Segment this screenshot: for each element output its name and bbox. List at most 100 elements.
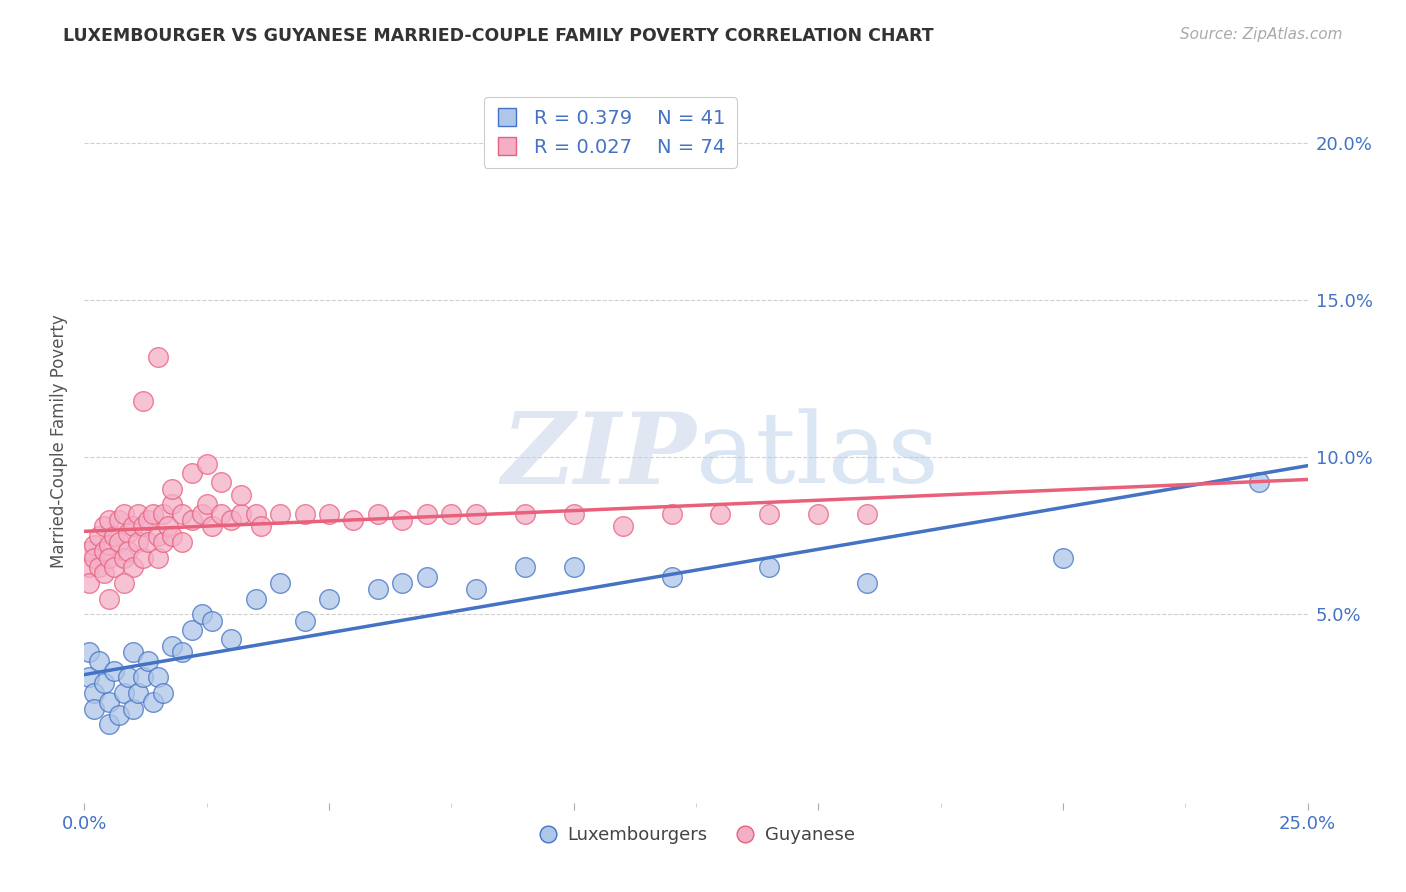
Point <box>209 475 232 490</box>
Point <box>172 645 194 659</box>
Point <box>77 575 100 590</box>
Point <box>162 497 184 511</box>
Point <box>146 529 169 543</box>
Point <box>245 591 267 606</box>
Point <box>181 623 204 637</box>
Point <box>142 507 165 521</box>
Point <box>181 466 204 480</box>
Point <box>83 550 105 565</box>
Point <box>152 686 174 700</box>
Point <box>661 507 683 521</box>
Point <box>117 670 139 684</box>
Point <box>136 513 159 527</box>
Point <box>142 695 165 709</box>
Point <box>1247 475 1270 490</box>
Point <box>245 507 267 521</box>
Point <box>294 507 316 521</box>
Legend: Luxembourgers, Guyanese: Luxembourgers, Guyanese <box>530 819 862 852</box>
Point <box>83 538 105 552</box>
Point <box>97 717 120 731</box>
Point <box>83 686 105 700</box>
Point <box>342 513 364 527</box>
Point <box>758 560 780 574</box>
Point <box>856 575 879 590</box>
Point <box>112 550 135 565</box>
Point <box>117 525 139 540</box>
Point <box>146 550 169 565</box>
Point <box>97 550 120 565</box>
Point <box>229 488 252 502</box>
Point <box>83 701 105 715</box>
Point <box>758 507 780 521</box>
Point <box>391 513 413 527</box>
Point <box>136 655 159 669</box>
Point <box>122 645 145 659</box>
Point <box>146 350 169 364</box>
Point <box>1052 550 1074 565</box>
Point <box>416 569 439 583</box>
Point <box>856 507 879 521</box>
Point <box>103 664 125 678</box>
Point <box>107 513 129 527</box>
Point <box>77 670 100 684</box>
Point <box>93 676 115 690</box>
Point <box>107 707 129 722</box>
Point <box>416 507 439 521</box>
Point <box>807 507 830 521</box>
Text: Source: ZipAtlas.com: Source: ZipAtlas.com <box>1180 27 1343 42</box>
Point <box>612 519 634 533</box>
Point <box>132 519 155 533</box>
Point <box>132 670 155 684</box>
Point <box>172 507 194 521</box>
Point <box>122 560 145 574</box>
Point <box>318 591 340 606</box>
Point <box>440 507 463 521</box>
Point <box>117 544 139 558</box>
Point <box>219 632 242 647</box>
Point <box>191 607 214 622</box>
Point <box>513 560 536 574</box>
Point <box>112 575 135 590</box>
Point <box>93 566 115 581</box>
Point <box>122 519 145 533</box>
Point <box>181 513 204 527</box>
Point <box>367 507 389 521</box>
Point <box>152 535 174 549</box>
Point <box>269 575 291 590</box>
Point <box>162 639 184 653</box>
Point <box>464 582 486 597</box>
Y-axis label: Married-Couple Family Poverty: Married-Couple Family Poverty <box>51 315 69 568</box>
Point <box>464 507 486 521</box>
Point <box>127 507 149 521</box>
Point <box>87 529 110 543</box>
Point <box>97 695 120 709</box>
Point <box>162 529 184 543</box>
Text: LUXEMBOURGER VS GUYANESE MARRIED-COUPLE FAMILY POVERTY CORRELATION CHART: LUXEMBOURGER VS GUYANESE MARRIED-COUPLE … <box>63 27 934 45</box>
Point <box>127 535 149 549</box>
Point <box>562 560 585 574</box>
Point <box>152 507 174 521</box>
Point <box>229 507 252 521</box>
Point <box>162 482 184 496</box>
Point <box>93 544 115 558</box>
Text: atlas: atlas <box>696 409 939 504</box>
Point <box>97 538 120 552</box>
Point <box>367 582 389 597</box>
Point <box>200 519 222 533</box>
Point <box>103 529 125 543</box>
Point <box>122 701 145 715</box>
Point <box>195 457 218 471</box>
Point <box>195 497 218 511</box>
Point <box>107 535 129 549</box>
Point <box>200 614 222 628</box>
Point <box>661 569 683 583</box>
Text: ZIP: ZIP <box>501 408 696 504</box>
Point <box>249 519 271 533</box>
Point <box>87 560 110 574</box>
Point <box>156 519 179 533</box>
Point <box>136 535 159 549</box>
Point <box>391 575 413 590</box>
Point <box>709 507 731 521</box>
Point <box>77 560 100 574</box>
Point <box>132 550 155 565</box>
